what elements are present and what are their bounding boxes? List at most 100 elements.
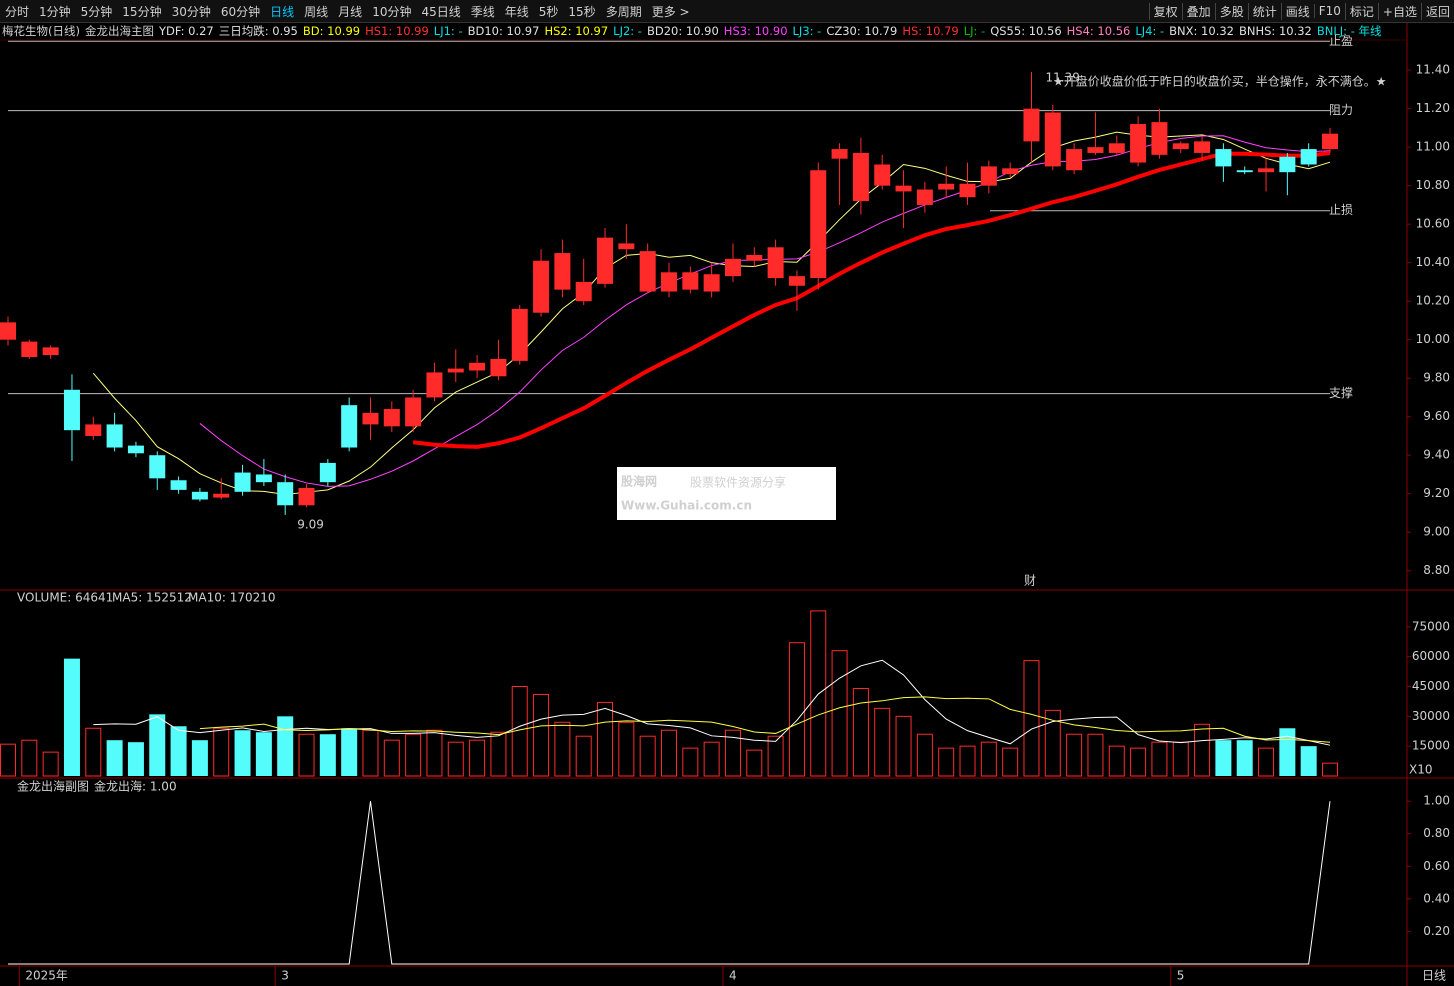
period-tab[interactable]: 周线 xyxy=(304,4,329,19)
period-label: 日线 xyxy=(1422,969,1446,983)
candle-body xyxy=(746,254,763,261)
tool-button[interactable]: 多股 xyxy=(1214,2,1248,20)
y-tick-label: 0.40 xyxy=(1423,891,1450,905)
candle-body xyxy=(1172,143,1189,150)
sub-value: 金龙出海: 1.00 xyxy=(94,779,177,794)
volume-bar xyxy=(575,735,592,777)
indicator-value: BNX: 10.32 xyxy=(1169,24,1234,38)
volume-bar xyxy=(682,747,699,777)
tool-button[interactable]: 标记 xyxy=(1344,2,1378,20)
volume-bar xyxy=(1002,747,1019,777)
tool-button[interactable]: 叠加 xyxy=(1181,2,1215,20)
period-tab[interactable]: 季线 xyxy=(470,4,495,19)
period-tab[interactable]: 45日线 xyxy=(421,4,461,19)
tool-button[interactable]: 返回 xyxy=(1420,2,1454,20)
indicator-value: HS4: 10.56 xyxy=(1066,24,1131,38)
candle-body xyxy=(639,251,656,292)
unit-label: X10 xyxy=(1409,763,1433,777)
period-tab[interactable]: 1分钟 xyxy=(39,4,71,19)
tool-button[interactable]: 统计 xyxy=(1247,2,1281,20)
period-tab[interactable]: 30分钟 xyxy=(171,4,211,19)
period-tab[interactable]: 多周期 xyxy=(605,4,642,19)
candle-body xyxy=(938,183,955,190)
high-label: 11.39 xyxy=(1045,71,1079,85)
y-tick-label: 60000 xyxy=(1412,649,1450,663)
candle-body xyxy=(511,308,528,361)
candle-body xyxy=(1322,133,1338,150)
y-tick-label: 30000 xyxy=(1412,709,1450,723)
period-tab[interactable]: 分时 xyxy=(5,4,30,19)
tool-button[interactable]: 复权 xyxy=(1148,2,1182,20)
y-tick-label: 75000 xyxy=(1412,619,1450,633)
period-tab[interactable]: 日线 xyxy=(270,4,295,19)
volume-bar xyxy=(724,729,741,777)
candle-body xyxy=(724,258,741,277)
candle-body xyxy=(980,166,997,186)
y-tick-label: 0.80 xyxy=(1423,826,1450,840)
candle-body xyxy=(661,272,677,292)
indicator-value: BD: 10.99 xyxy=(302,24,361,38)
period-tab[interactable]: 60分钟 xyxy=(220,4,261,19)
volume-ma5: MA5: 152512 xyxy=(112,591,192,605)
y-tick-label: 10.60 xyxy=(1416,217,1450,231)
tool-button[interactable]: F10 xyxy=(1313,4,1345,18)
period-tab[interactable]: 月线 xyxy=(338,4,363,19)
y-tick-label: 0.60 xyxy=(1423,859,1450,873)
y-tick-label: 10.00 xyxy=(1416,332,1450,346)
candle-body xyxy=(277,482,294,506)
volume-bar xyxy=(1300,746,1317,776)
sub-title: 金龙出海副图 xyxy=(17,779,89,794)
volume-bar xyxy=(1066,733,1083,777)
indicator-value: HS2: 10.97 xyxy=(544,24,609,38)
period-tab[interactable]: 10分钟 xyxy=(372,4,412,19)
volume-bar xyxy=(1130,747,1147,777)
candle-body xyxy=(426,372,443,398)
level-label: 支撑 xyxy=(1329,385,1353,400)
volume-bar xyxy=(426,729,443,777)
indicator-value: LJ2: - xyxy=(613,24,642,38)
annotation: ★开盘价收盘价低于昨日的收盘价买，半仓操作，永不满仓。★ xyxy=(1053,74,1387,89)
candle-body xyxy=(874,164,891,186)
tool-button[interactable]: 画线 xyxy=(1280,2,1314,20)
volume-bar xyxy=(1023,660,1040,777)
candle-body xyxy=(319,462,336,483)
moving-average xyxy=(412,151,1331,449)
candle-body xyxy=(895,185,912,192)
volume-bar xyxy=(127,742,144,776)
period-tab[interactable]: 5秒 xyxy=(538,4,559,19)
volume-bar xyxy=(980,741,997,777)
candle-body xyxy=(852,152,869,202)
candle-body xyxy=(1300,149,1317,165)
volume-bar xyxy=(362,729,379,777)
candle-body xyxy=(213,493,230,498)
volume-bar xyxy=(1279,728,1296,776)
volume-bar xyxy=(298,733,315,777)
period-tab[interactable]: 年线 xyxy=(504,4,529,19)
period-tab[interactable]: 5分钟 xyxy=(80,4,113,19)
volume-title: VOLUME: 64641 xyxy=(17,591,113,605)
indicator-value: LJ: - xyxy=(963,24,986,38)
y-tick-label: 11.40 xyxy=(1416,63,1450,77)
candle-body xyxy=(1279,156,1296,173)
indicator-value: QS55: 10.56 xyxy=(990,24,1062,38)
candle-body xyxy=(106,424,123,448)
candle-body xyxy=(1215,149,1232,167)
candle-body xyxy=(447,368,464,373)
candle-body xyxy=(21,341,38,358)
candle-body xyxy=(767,247,784,279)
volume-bar xyxy=(533,693,550,777)
indicator-name[interactable]: 金龙出海主图 xyxy=(84,24,154,38)
toolbar: 分时 1分钟 5分钟 15分钟 30分钟 60分钟 日线 周线 月线 10分钟 45日线 季线 年线 5秒… xyxy=(0,0,1454,23)
volume-bar xyxy=(191,740,208,776)
volume-ma xyxy=(93,659,1331,746)
volume-bar xyxy=(831,650,848,777)
period-tab[interactable]: 15秒 xyxy=(568,4,596,19)
volume-bar xyxy=(319,734,336,776)
volume-bar xyxy=(788,642,805,777)
y-tick-label: 9.00 xyxy=(1423,525,1450,539)
tool-button[interactable]: +自选 xyxy=(1377,2,1421,20)
period-tab[interactable]: 15分钟 xyxy=(122,4,162,19)
indicator-value: BNLJ: - 年线 xyxy=(1316,24,1382,38)
header: 梅花生物(日线) 金龙出海主图 YDF: 0.27 三日均跌: 0.95 BD: 1… xyxy=(2,23,1387,39)
period-tab[interactable]: 更多 > xyxy=(651,4,690,19)
